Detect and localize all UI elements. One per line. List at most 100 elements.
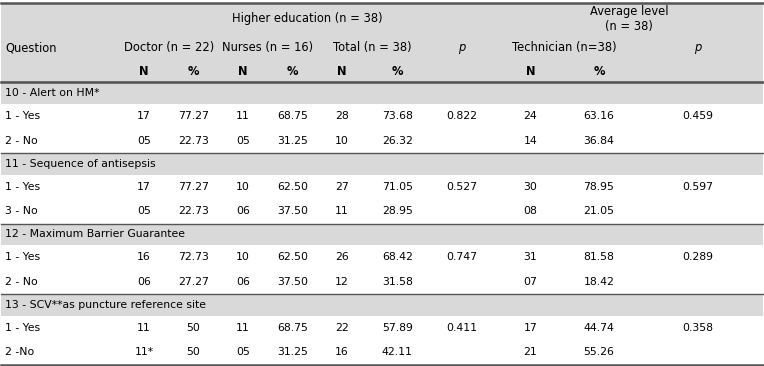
Bar [2, 245, 762, 270]
Text: Higher education (n = 38): Higher education (n = 38) [232, 12, 383, 25]
Text: 05: 05 [236, 136, 250, 146]
Text: 05: 05 [138, 136, 151, 146]
Text: 22: 22 [335, 323, 349, 333]
Text: 27: 27 [335, 182, 349, 192]
Text: 10: 10 [236, 253, 250, 262]
Text: 0.597: 0.597 [682, 182, 714, 192]
Text: p: p [694, 41, 701, 54]
Bar [2, 34, 762, 61]
Text: N: N [238, 65, 248, 78]
Text: 68.75: 68.75 [277, 323, 308, 333]
Text: 77.27: 77.27 [178, 182, 209, 192]
Text: 31.25: 31.25 [277, 136, 308, 146]
Text: 1 - Yes: 1 - Yes [5, 253, 40, 262]
Text: Technician (n=38): Technician (n=38) [513, 41, 617, 54]
Text: Question: Question [5, 41, 57, 54]
Text: %: % [593, 65, 604, 78]
Text: 21: 21 [523, 347, 537, 357]
Text: 17: 17 [138, 182, 151, 192]
Text: 26: 26 [335, 253, 349, 262]
Bar [2, 316, 762, 340]
Text: 08: 08 [523, 206, 537, 216]
Text: 22.73: 22.73 [178, 206, 209, 216]
Text: 31.58: 31.58 [382, 277, 413, 287]
Text: Average level
(n = 38): Average level (n = 38) [590, 5, 668, 33]
Text: 2 -No: 2 -No [5, 347, 34, 357]
Text: 36.84: 36.84 [584, 136, 614, 146]
Text: 11: 11 [335, 206, 349, 216]
Text: N: N [337, 65, 347, 78]
Text: 62.50: 62.50 [277, 253, 308, 262]
Text: 55.26: 55.26 [584, 347, 614, 357]
Text: 57.89: 57.89 [382, 323, 413, 333]
Text: 26.32: 26.32 [382, 136, 413, 146]
Text: 13 - SCV**as puncture reference site: 13 - SCV**as puncture reference site [5, 300, 206, 310]
Bar [2, 340, 762, 365]
Text: %: % [391, 65, 403, 78]
Text: 1 - Yes: 1 - Yes [5, 323, 40, 333]
Bar [2, 3, 762, 34]
Text: 10: 10 [236, 182, 250, 192]
Text: 50: 50 [186, 323, 200, 333]
Text: 62.50: 62.50 [277, 182, 308, 192]
Text: 17: 17 [138, 111, 151, 121]
Text: 68.75: 68.75 [277, 111, 308, 121]
Text: 12: 12 [335, 277, 349, 287]
Text: N: N [139, 65, 149, 78]
Text: 1 - Yes: 1 - Yes [5, 182, 40, 192]
Text: 11 - Sequence of antisepsis: 11 - Sequence of antisepsis [5, 159, 156, 169]
Text: %: % [286, 65, 298, 78]
Text: 0.289: 0.289 [682, 253, 714, 262]
Text: 3 - No: 3 - No [5, 206, 38, 216]
Text: 17: 17 [523, 323, 537, 333]
Text: 18.42: 18.42 [584, 277, 614, 287]
Text: 42.11: 42.11 [382, 347, 413, 357]
Text: 31.25: 31.25 [277, 347, 308, 357]
Text: 28.95: 28.95 [382, 206, 413, 216]
Text: 11: 11 [138, 323, 151, 333]
Text: 28: 28 [335, 111, 349, 121]
Text: 77.27: 77.27 [178, 111, 209, 121]
Text: 44.74: 44.74 [584, 323, 614, 333]
Text: 16: 16 [138, 253, 151, 262]
Text: 0.411: 0.411 [446, 323, 478, 333]
Text: 78.95: 78.95 [584, 182, 614, 192]
Text: 0.747: 0.747 [446, 253, 478, 262]
Bar [2, 153, 762, 175]
Text: 06: 06 [236, 277, 250, 287]
Text: 27.27: 27.27 [178, 277, 209, 287]
Text: 11*: 11* [134, 347, 154, 357]
Text: 22.73: 22.73 [178, 136, 209, 146]
Text: 14: 14 [523, 136, 537, 146]
Text: 21.05: 21.05 [584, 206, 614, 216]
Text: 68.42: 68.42 [382, 253, 413, 262]
Text: 10: 10 [335, 136, 349, 146]
Text: 10 - Alert on HM*: 10 - Alert on HM* [5, 88, 99, 98]
Text: Nurses (n = 16): Nurses (n = 16) [222, 41, 313, 54]
Bar [2, 294, 762, 316]
Bar [2, 224, 762, 245]
Bar [2, 82, 762, 104]
Text: 0.527: 0.527 [446, 182, 478, 192]
Text: 37.50: 37.50 [277, 206, 308, 216]
Text: 06: 06 [236, 206, 250, 216]
Text: %: % [188, 65, 199, 78]
Bar [2, 104, 762, 128]
Text: 0.358: 0.358 [682, 323, 714, 333]
Text: 2 - No: 2 - No [5, 277, 38, 287]
Text: 72.73: 72.73 [178, 253, 209, 262]
Text: 81.58: 81.58 [584, 253, 614, 262]
Text: 06: 06 [138, 277, 151, 287]
Text: 11: 11 [236, 323, 250, 333]
Text: Total (n = 38): Total (n = 38) [333, 41, 412, 54]
Text: 0.822: 0.822 [446, 111, 478, 121]
Text: p: p [458, 41, 465, 54]
Text: 30: 30 [523, 182, 537, 192]
Bar [2, 128, 762, 153]
Text: 63.16: 63.16 [584, 111, 614, 121]
Text: Doctor (n = 22): Doctor (n = 22) [124, 41, 214, 54]
Text: 73.68: 73.68 [382, 111, 413, 121]
Text: 24: 24 [523, 111, 537, 121]
Text: 31: 31 [523, 253, 537, 262]
Text: 07: 07 [523, 277, 537, 287]
